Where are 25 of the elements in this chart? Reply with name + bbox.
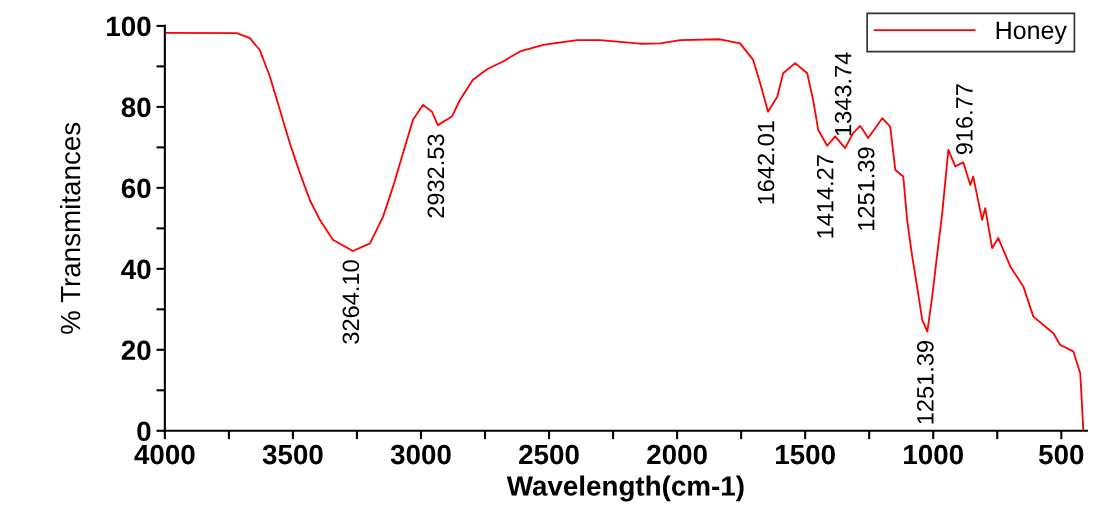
y-tick-label: 20 [121,340,151,361]
y-axis-title: % Transmitances [59,122,81,334]
y-tick-label: 0 [137,421,151,442]
annotation: 1251.39 [857,147,875,230]
x-tick-label: 1000 [904,444,963,465]
annotation: 1414.27 [816,155,834,238]
x-tick-label: 3000 [390,444,451,465]
x-axis-title: Wavelength(cm-1) [506,475,744,502]
y-tick-label: 80 [121,97,151,118]
annotation: 1251.39 [916,341,934,424]
annotation: 1642.01 [757,121,775,204]
annotation: 3264.10 [342,260,360,344]
x-tick-label: 2500 [519,444,579,465]
x-tick-label: 4000 [134,444,195,465]
legend-label: Honey [996,21,1067,45]
x-tick-label: 1500 [776,444,835,465]
x-tick-label: 2000 [647,444,707,465]
y-tick-label: 40 [121,259,151,280]
annotation: 916.77 [955,84,973,155]
annotation: 1343.74 [834,52,852,136]
y-tick-label: 100 [107,16,151,37]
x-tick-label: 3500 [262,444,323,465]
annotation: 2932.53 [427,134,445,218]
x-tick-label: 500 [1038,444,1084,465]
y-tick-label: 60 [121,178,151,199]
